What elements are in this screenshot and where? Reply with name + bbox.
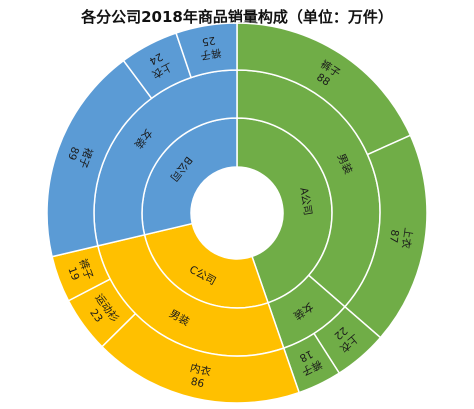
sunburst-label-value: 18 (297, 347, 314, 364)
sunburst-label-value: 25 (201, 34, 216, 48)
sunburst-label-name: A公司 (297, 187, 314, 217)
chart-title: 各分公司2018年商品销量构成（单位：万件） (81, 8, 393, 26)
sunburst-label-name: 内衣 (189, 361, 213, 379)
sunburst-center-hole (191, 167, 283, 259)
sunburst-segment-company-b-womenswear-trousers (175, 22, 238, 79)
sunburst-label-value: 89 (65, 145, 81, 162)
sunburst-label-value: 19 (65, 265, 81, 282)
sunburst-label-value: 87 (387, 229, 401, 244)
sunburst-label-value: 86 (190, 376, 206, 391)
sunburst-label-name: 上衣 (399, 227, 415, 250)
sunburst-label-company-a: A公司 (297, 187, 314, 217)
sunburst-label-value: 24 (147, 50, 165, 67)
sunburst-label-name: 裤子 (199, 46, 222, 62)
